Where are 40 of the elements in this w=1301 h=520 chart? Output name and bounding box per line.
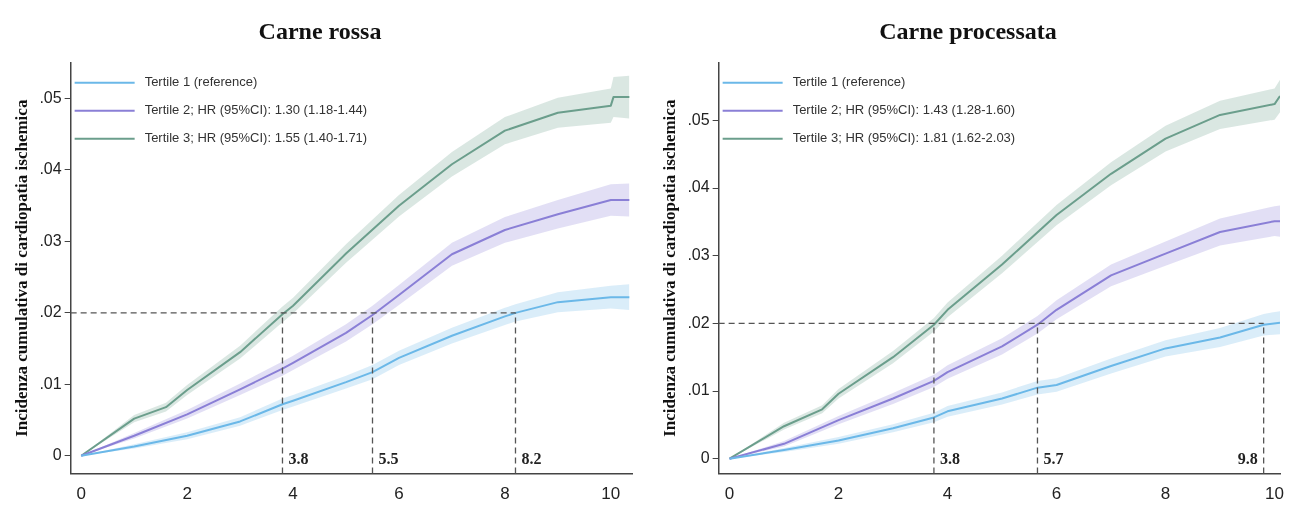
y-tick-label: .04 bbox=[39, 160, 62, 178]
x-tick-label: 2 bbox=[182, 484, 192, 504]
y-tick-label: .05 bbox=[687, 110, 710, 128]
y-tick-label: .01 bbox=[687, 381, 710, 399]
legend-label: Tertile 1 (reference) bbox=[792, 74, 906, 90]
y-axis-title: Incidenza cumulativa di cardiopatia ischemica bbox=[659, 99, 679, 437]
ref-line-label: 8.2 bbox=[521, 449, 542, 467]
ref-line-label: 3.8 bbox=[939, 449, 960, 467]
y-tick-label: .03 bbox=[687, 246, 710, 264]
x-tick-label: 10 bbox=[1265, 484, 1285, 504]
legend-label: Tertile 3; HR (95%CI): 1.81 (1.62-2.03) bbox=[792, 130, 1016, 146]
x-tick-label: 0 bbox=[76, 484, 86, 504]
y-tick-label: .04 bbox=[687, 178, 710, 196]
x-tick-label: 6 bbox=[1051, 484, 1062, 504]
x-tick-label: 8 bbox=[500, 484, 510, 504]
ref-line-label: 5.7 bbox=[1043, 449, 1064, 467]
ref-line-label: 3.8 bbox=[288, 449, 309, 467]
x-tick-label: 4 bbox=[942, 484, 953, 504]
y-tick-label: 0 bbox=[52, 446, 62, 464]
x-tick-label: 6 bbox=[394, 484, 404, 504]
legend-label: Tertile 2; HR (95%CI): 1.30 (1.18-1.44) bbox=[144, 102, 368, 118]
legend-label: Tertile 3; HR (95%CI): 1.55 (1.40-1.71) bbox=[144, 130, 368, 146]
x-tick-label: 8 bbox=[1160, 484, 1171, 504]
legend-label: Tertile 1 (reference) bbox=[144, 74, 258, 90]
y-tick-label: .01 bbox=[39, 374, 62, 392]
ref-line-label: 9.8 bbox=[1237, 449, 1258, 467]
y-axis-title: Incidenza cumulativa di cardiopatia ischemica bbox=[11, 99, 31, 437]
legend-label: Tertile 2; HR (95%CI): 1.43 (1.28-1.60) bbox=[792, 102, 1016, 118]
chart-title: Carne rossa bbox=[258, 17, 382, 44]
ref-line-label: 5.5 bbox=[378, 449, 399, 467]
chart-title: Carne processata bbox=[879, 17, 1057, 44]
x-tick-label: 10 bbox=[601, 484, 621, 504]
x-tick-label: 0 bbox=[724, 484, 735, 504]
x-tick-label: 2 bbox=[833, 484, 844, 504]
y-tick-label: 0 bbox=[700, 449, 710, 467]
y-tick-label: .02 bbox=[39, 303, 62, 321]
y-tick-label: .03 bbox=[39, 231, 62, 249]
y-tick-label: .05 bbox=[39, 88, 62, 106]
y-tick-label: .02 bbox=[687, 313, 710, 331]
x-tick-label: 4 bbox=[288, 484, 298, 504]
